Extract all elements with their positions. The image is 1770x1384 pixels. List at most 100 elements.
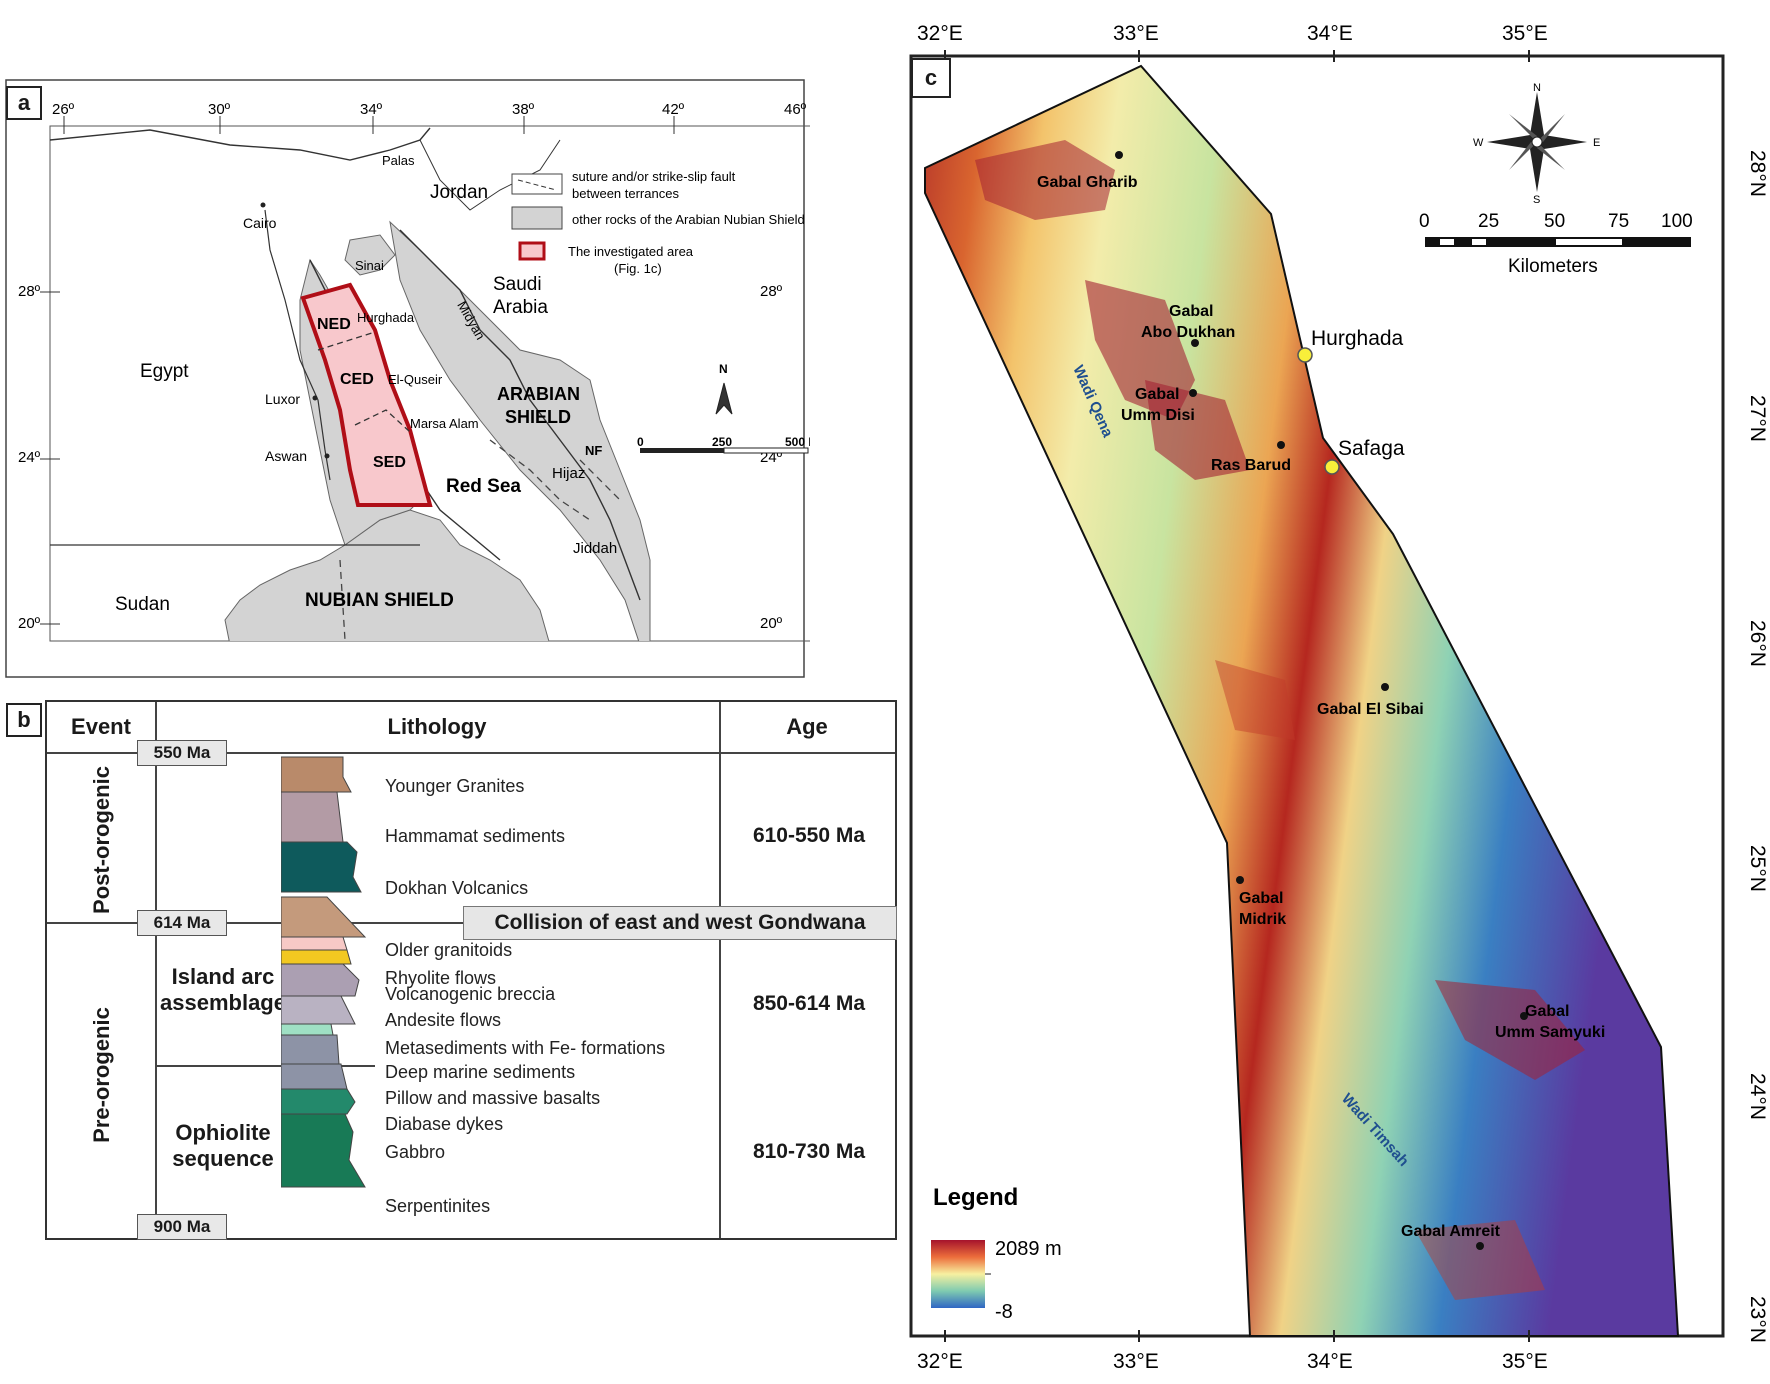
header-row-divider (47, 752, 895, 754)
site-dot-dukhan (1191, 339, 1199, 347)
unit-rhyolite (281, 936, 348, 951)
site-dot-amreit (1476, 1242, 1484, 1250)
group-ophiolite: Ophiolite sequence (155, 1120, 291, 1172)
lithology-column (281, 756, 367, 1188)
unit-diabase (281, 1063, 348, 1090)
lith-diabase: Diabase dykes (385, 1114, 504, 1134)
group-island-arc: Island arc assemblage (155, 964, 291, 1016)
site-dot-sibai (1381, 683, 1389, 691)
study-area-outline (300, 282, 433, 507)
unit-hammamat (281, 791, 344, 843)
legend-other-rocks-text: other rocks of the Arabian Nubian Shield (572, 212, 805, 227)
aswan-dot (324, 453, 330, 459)
site-el-sibai: Gabal El Sibai (1317, 701, 1424, 718)
site-dukhan-1: Gabal (1169, 303, 1213, 320)
panel-b-table: Event Lithology Age 550 Ma 614 Ma 900 Ma… (45, 700, 897, 1240)
lat-26: 26°N (1746, 620, 1769, 667)
mountain-samyuki (1435, 980, 1585, 1080)
north-arrow-icon (715, 382, 733, 415)
panel-a-scale-white (723, 447, 809, 454)
label-hurghada: Hurghada (357, 310, 415, 325)
site-midrik-1: Gabal (1239, 890, 1283, 907)
site-disi-1: Gabal (1135, 386, 1179, 403)
lat-right-28: 28º (760, 283, 783, 300)
lon-35-top: 35°E (1502, 22, 1548, 45)
lith-older-granitoids: Older granitoids (385, 940, 513, 960)
unit-older-granitoids (281, 896, 367, 938)
compass-rose-icon (1487, 92, 1587, 192)
mountain-barud (1145, 380, 1250, 480)
mountain-dukhan (1085, 280, 1195, 420)
age-post-orogenic: 610-550 Ma (752, 824, 866, 847)
terrane-boundaries (317, 331, 411, 433)
label-arabian: ARABIAN (497, 384, 580, 404)
lat-right-20: 20º (760, 615, 783, 632)
label-sed: SED (373, 454, 406, 471)
sinai-shield (344, 234, 396, 276)
lat-24: 24°N (1746, 1073, 1769, 1120)
panel-a-map: 26º 30º 34º 38º 42º 46º 28º 24º 20º 28º … (5, 79, 810, 678)
panel-a-scale-500: 500 Km (785, 435, 810, 449)
lon-32-top: 32°E (917, 22, 963, 45)
scale-tick-50: 50 (1544, 211, 1565, 232)
lon-tick-46: 46º (784, 101, 807, 118)
panel-a-top-ticks (40, 116, 675, 625)
lat-left-24: 24º (18, 449, 41, 466)
panel-a-scale-black (640, 448, 724, 453)
label-palas: Palas (382, 153, 415, 168)
lon-35-bottom: 35°E (1502, 1350, 1548, 1373)
unit-metasediments (281, 995, 356, 1025)
group-ophiolite-line-1: Ophiolite (175, 1120, 271, 1145)
site-dot-gharib (1115, 151, 1123, 159)
scale-bar-segment-3 (1556, 239, 1622, 245)
ma-marker-614: 614 Ma (137, 910, 227, 936)
header-lithology: Lithology (387, 714, 487, 739)
col-divider-1 (155, 702, 157, 1238)
panel-a-label: a (6, 86, 42, 120)
scale-bar-segment-2 (1472, 239, 1486, 245)
legend-fault-line (517, 179, 557, 191)
lith-gabbro: Gabbro (385, 1142, 446, 1162)
suture-lines (339, 439, 621, 641)
lon-33-top: 33°E (1113, 22, 1159, 45)
unit-andesite (281, 963, 360, 997)
panel-a-scale-0: 0 (637, 435, 644, 449)
label-saudi: Saudi (493, 274, 542, 295)
lith-hammamat: Hammamat sediments (385, 826, 566, 846)
age-ophiolite: 810-730 Ma (752, 1140, 866, 1163)
border-jordan (419, 139, 561, 211)
label-red-sea: Red Sea (446, 476, 521, 497)
legend-investigated-text-2: (Fig. 1c) (614, 261, 662, 276)
nile (264, 209, 331, 481)
town-safaga: Safaga (1338, 437, 1405, 460)
site-gharib: Gabal Gharib (1037, 174, 1138, 191)
mountain-sibai (1215, 660, 1295, 740)
lon-tick-38: 38º (512, 101, 535, 118)
site-dot-samyuki (1520, 1012, 1528, 1020)
lon-tick-42: 42º (662, 101, 685, 118)
panel-c-label: c (911, 58, 951, 98)
scale-unit: Kilometers (1508, 256, 1598, 277)
cairo-dot (260, 202, 266, 208)
luxor-dot (312, 395, 318, 401)
ma-marker-550: 550 Ma (137, 740, 227, 766)
legend-title: Legend (933, 1184, 1018, 1211)
label-el-quseir: El-Quseir (388, 372, 443, 387)
lith-rhyolite: Rhyolite flows (385, 968, 497, 988)
lat-28: 28°N (1746, 150, 1769, 197)
scale-tick-75: 75 (1608, 211, 1629, 232)
label-egypt: Egypt (140, 361, 189, 382)
town-marker-hurghada (1297, 347, 1313, 363)
legend-fault-text-1: suture and/or strike-slip fault (572, 169, 736, 184)
col-divider-2 (719, 702, 721, 1238)
arabian-shield-area (389, 220, 651, 641)
label-sudan: Sudan (115, 594, 170, 615)
unit-serpentinites (281, 1113, 366, 1188)
unit-younger-granites (281, 756, 352, 793)
site-dot-midrik (1236, 876, 1244, 884)
lon-tick-30: 30º (208, 101, 231, 118)
label-ned: NED (317, 316, 351, 333)
lat-27: 27°N (1746, 395, 1769, 442)
mountain-amreit (1415, 1220, 1545, 1300)
site-midrik-2: Midrik (1239, 911, 1286, 928)
